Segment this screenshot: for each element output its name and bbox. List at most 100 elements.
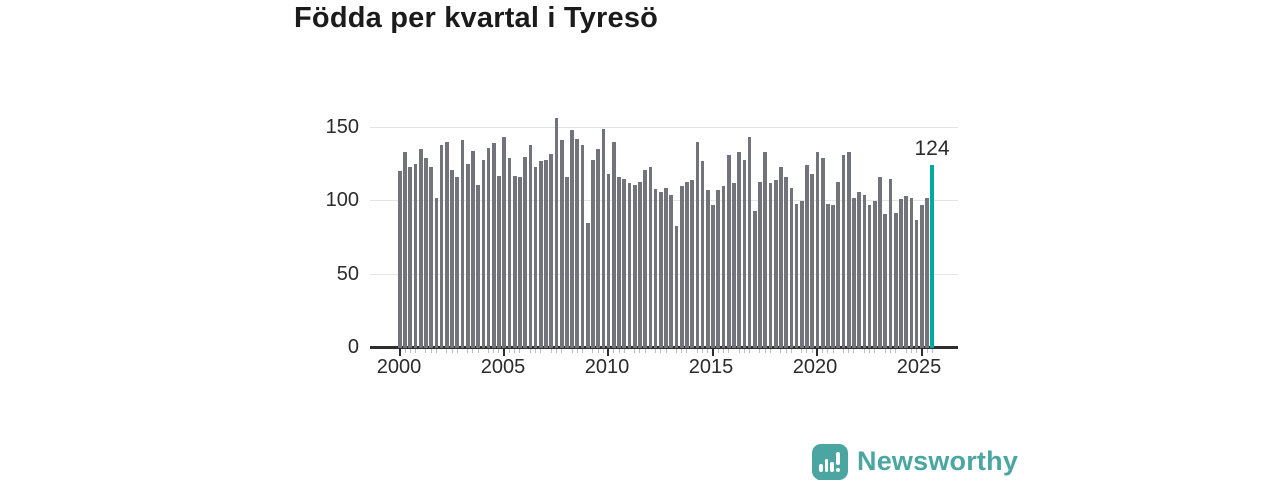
- x-axis-minor-tick: [592, 349, 594, 353]
- bar: [799, 200, 804, 348]
- bar: [763, 152, 768, 348]
- bar: [632, 184, 637, 348]
- x-axis-minor-tick: [613, 349, 615, 353]
- x-axis-minor-tick: [722, 349, 724, 353]
- bar: [418, 149, 423, 348]
- bar: [580, 144, 585, 348]
- bar: [836, 181, 841, 348]
- x-axis-minor-tick: [618, 349, 620, 353]
- y-tick-label-100: 100: [325, 189, 359, 211]
- x-axis-minor-tick: [702, 349, 704, 353]
- x-axis-minor-tick: [639, 349, 641, 353]
- bar: [846, 152, 851, 348]
- x-axis-minor-tick: [644, 349, 646, 353]
- bar: [758, 181, 762, 348]
- bar: [429, 166, 433, 348]
- bar: [455, 177, 460, 348]
- x-axis-minor-tick: [498, 349, 500, 353]
- bar: [742, 159, 747, 348]
- x-axis-minor-tick: [926, 349, 928, 353]
- bar: [398, 171, 402, 348]
- bar: [685, 181, 689, 348]
- bar: [695, 141, 700, 348]
- bar: [690, 180, 694, 348]
- x-axis-minor-tick: [675, 349, 677, 353]
- bar: [554, 118, 559, 348]
- x-axis-minor-tick: [456, 349, 458, 353]
- x-axis-major-tick: [711, 349, 714, 356]
- x-axis-minor-tick: [790, 349, 792, 353]
- x-axis-minor-tick: [555, 349, 557, 353]
- x-axis-minor-tick: [404, 349, 406, 353]
- bar: [857, 191, 862, 348]
- x-axis-minor-tick: [451, 349, 453, 353]
- gridline-50: [370, 274, 958, 275]
- x-axis-minor-tick: [874, 349, 876, 353]
- bar: [664, 187, 668, 348]
- x-axis-minor-tick: [660, 349, 662, 353]
- bar: [716, 190, 721, 348]
- x-axis-minor-tick: [717, 349, 719, 353]
- x-axis-minor-tick: [827, 349, 829, 353]
- bar: [852, 197, 856, 348]
- bar: [622, 178, 627, 348]
- bar: [507, 158, 512, 348]
- x-axis-minor-tick: [571, 349, 573, 353]
- x-axis-minor-tick: [696, 349, 698, 353]
- bar: [617, 177, 621, 348]
- bar: [465, 163, 470, 348]
- bar: [549, 153, 554, 348]
- x-axis-minor-tick: [780, 349, 782, 353]
- x-axis-minor-tick: [916, 349, 918, 353]
- x-axis-minor-tick: [853, 349, 855, 353]
- x-axis-minor-tick: [535, 349, 537, 353]
- x-axis-minor-tick: [665, 349, 667, 353]
- x-tick-label-2010: 2010: [584, 356, 630, 378]
- bar: [914, 219, 919, 348]
- bar: [476, 184, 480, 348]
- x-axis-minor-tick: [728, 349, 730, 353]
- x-axis-minor-tick: [597, 349, 599, 353]
- y-tick-label-150: 150: [325, 116, 359, 138]
- y-tick-label-50: 50: [336, 263, 359, 285]
- bar: [747, 137, 752, 348]
- x-axis-minor-tick: [576, 349, 578, 353]
- bar: [794, 203, 799, 348]
- x-axis-minor-tick: [905, 349, 907, 353]
- x-axis-minor-tick: [811, 349, 813, 353]
- chart-title: Födda per kvartal i Tyresö: [294, 2, 659, 34]
- bar: [721, 186, 726, 348]
- x-axis-minor-tick: [743, 349, 745, 353]
- x-axis-minor-tick: [832, 349, 834, 353]
- x-axis-minor-tick: [910, 349, 912, 353]
- x-axis-major-tick: [607, 349, 610, 356]
- bar: [596, 149, 601, 348]
- x-axis-minor-tick: [409, 349, 411, 353]
- x-axis-minor-tick: [550, 349, 552, 353]
- bar: [502, 137, 507, 348]
- bar: [920, 205, 924, 348]
- x-axis-minor-tick: [472, 349, 474, 353]
- newsworthy-logo[interactable]: Newsworthy: [812, 443, 1018, 480]
- bar: [899, 199, 903, 348]
- x-axis-minor-tick: [446, 349, 448, 353]
- bar: [726, 155, 731, 348]
- bar: [481, 159, 486, 348]
- x-axis-major-tick: [398, 349, 401, 356]
- x-axis-minor-tick: [769, 349, 771, 353]
- bar: [893, 212, 898, 348]
- newsworthy-chart-bubble-icon: [812, 443, 848, 480]
- x-axis-major-tick: [920, 349, 923, 356]
- bar: [768, 183, 773, 348]
- x-axis-minor-tick: [414, 349, 416, 353]
- bar: [424, 158, 428, 348]
- bar: [491, 143, 496, 348]
- bar: [601, 128, 606, 348]
- x-axis-minor-tick: [508, 349, 510, 353]
- x-axis-minor-tick: [843, 349, 844, 353]
- x-axis-minor-tick: [561, 349, 563, 353]
- bar: [873, 200, 877, 348]
- x-axis-minor-tick: [759, 349, 761, 353]
- x-axis-minor-tick: [869, 349, 871, 353]
